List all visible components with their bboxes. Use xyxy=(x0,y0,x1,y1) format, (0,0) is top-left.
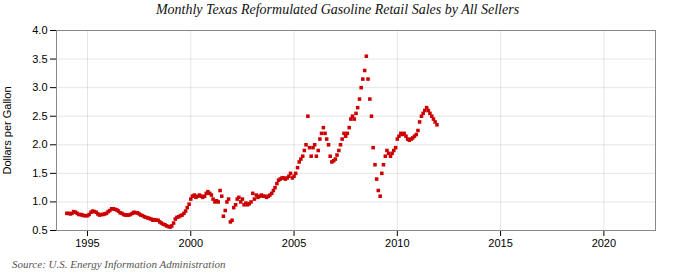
svg-text:2.0: 2.0 xyxy=(32,138,47,150)
svg-text:2000: 2000 xyxy=(179,237,203,249)
svg-text:2010: 2010 xyxy=(385,237,409,249)
svg-text:1995: 1995 xyxy=(75,237,99,249)
svg-text:3.0: 3.0 xyxy=(32,81,47,93)
svg-text:2020: 2020 xyxy=(592,237,616,249)
svg-text:2015: 2015 xyxy=(488,237,512,249)
svg-text:2.5: 2.5 xyxy=(32,110,47,122)
html-text:Monthly Texas Reformulated Gas: Monthly Texas Reformulated Gasoline Reta… xyxy=(155,2,520,17)
svg-text:0.5: 0.5 xyxy=(32,224,47,236)
svg-text:1.5: 1.5 xyxy=(32,167,47,179)
svg-text:3.5: 3.5 xyxy=(32,53,47,65)
svg-text:Dollars per Gallon: Dollars per Gallon xyxy=(1,86,13,174)
svg-text:1.0: 1.0 xyxy=(32,195,47,207)
svg-text:4.0: 4.0 xyxy=(32,24,47,36)
svg-text:2005: 2005 xyxy=(282,237,306,249)
html-text:Source: U.S. Energy Informatio: Source: U.S. Energy Information Administ… xyxy=(12,258,226,270)
